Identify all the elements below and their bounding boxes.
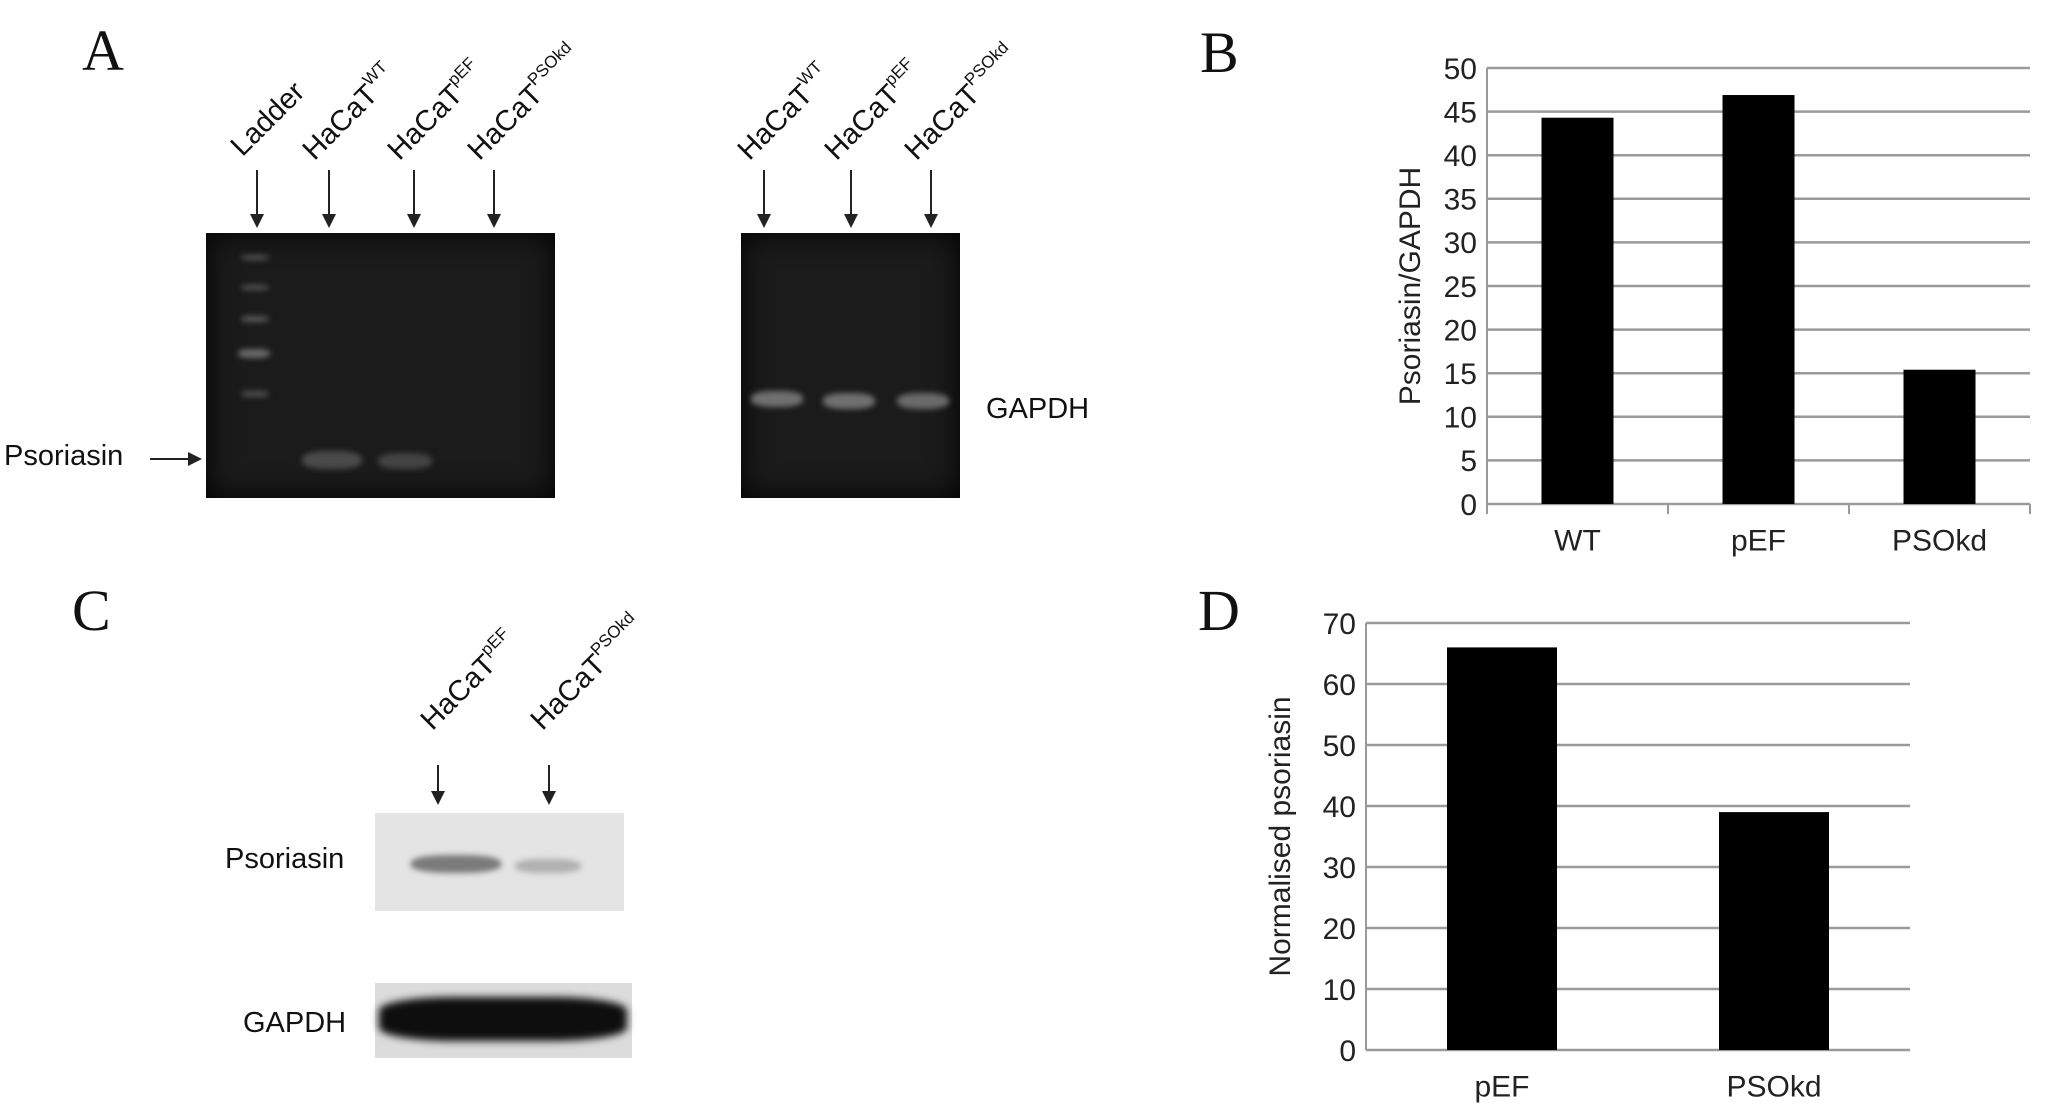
lane-arrow xyxy=(924,170,938,228)
gapdh-band-label: GAPDH xyxy=(986,393,1090,425)
pcr-gel-gapdh xyxy=(741,233,960,498)
panel-label-d: D xyxy=(1198,578,1240,643)
lane-arrow xyxy=(250,170,264,228)
psoriasin-arrow-icon xyxy=(150,458,190,460)
chart-d: 0 10 20 30 40 50 60 70 pEF PSOkd Normalised psoria… xyxy=(1264,608,1910,1104)
y-tick-label: 20 xyxy=(1444,314,1477,347)
y-tick-label: 70 xyxy=(1323,608,1356,641)
gapdh-band xyxy=(751,391,803,407)
gapdh-band xyxy=(379,997,627,1041)
psoriasin-band xyxy=(515,859,581,873)
western-blot-gapdh xyxy=(375,983,632,1058)
y-tick-label: 45 xyxy=(1444,96,1477,129)
psoriasin-arrowhead-icon xyxy=(188,452,202,466)
lane-arrow xyxy=(487,170,501,228)
y-tick-label: 50 xyxy=(1444,53,1477,86)
panel-label-a: A xyxy=(82,18,124,83)
chart-b: 0 5 10 15 20 25 30 35 40 45 50 WT pEF PSOkd Psoriasin/… xyxy=(1394,53,2031,558)
ladder-band xyxy=(241,285,269,290)
gapdh-row-label: GAPDH xyxy=(243,1007,347,1039)
ladder-band xyxy=(241,255,269,260)
panel-label-c: C xyxy=(72,578,111,643)
x-tick-label: WT xyxy=(1554,525,1601,558)
lane-arrow xyxy=(431,765,445,805)
y-tick-label: 20 xyxy=(1323,913,1356,946)
lane-arrow xyxy=(757,170,771,228)
y-tick-label: 40 xyxy=(1444,140,1477,173)
y-tick-label: 35 xyxy=(1444,184,1477,217)
bar-psokd xyxy=(1719,812,1829,1050)
panel-label-b: B xyxy=(1200,20,1239,85)
lane-arrow xyxy=(407,170,421,228)
bar-pef xyxy=(1722,95,1795,505)
y-axis-label: Psoriasin/GAPDH xyxy=(1394,167,1427,405)
y-tick-label: 15 xyxy=(1444,358,1477,391)
y-tick-label: 5 xyxy=(1460,445,1477,478)
lane-arrow xyxy=(844,170,858,228)
x-tick-label: PSOkd xyxy=(1726,1071,1821,1104)
gapdh-band xyxy=(897,393,949,409)
x-tick-label: pEF xyxy=(1731,525,1786,558)
y-tick-label: 60 xyxy=(1323,669,1356,702)
y-axis-label: Normalised psoriasin xyxy=(1264,696,1297,976)
lane-arrow xyxy=(542,765,556,805)
pcr-gel-psoriasin xyxy=(206,233,555,498)
ladder-band xyxy=(238,349,270,358)
y-tick-label: 30 xyxy=(1444,227,1477,260)
psoriasin-band xyxy=(411,855,501,873)
gapdh-band xyxy=(823,393,875,409)
y-tick-label: 40 xyxy=(1323,791,1356,824)
psoriasin-band-label: Psoriasin xyxy=(4,440,124,472)
psoriasin-row-label: Psoriasin xyxy=(225,843,345,875)
ladder-band xyxy=(241,391,269,397)
bar-psokd xyxy=(1903,369,1976,504)
lane-arrow xyxy=(322,170,336,228)
y-tick-label: 0 xyxy=(1339,1035,1356,1068)
bar-pef xyxy=(1447,647,1557,1050)
y-tick-label: 10 xyxy=(1444,402,1477,435)
y-tick-label: 50 xyxy=(1323,730,1356,763)
western-blot-psoriasin xyxy=(375,813,624,911)
bar-wt xyxy=(1541,117,1614,504)
y-tick-label: 0 xyxy=(1460,489,1477,522)
psoriasin-band xyxy=(302,451,362,469)
x-tick-label: pEF xyxy=(1474,1071,1529,1104)
y-tick-label: 25 xyxy=(1444,271,1477,304)
ladder-band xyxy=(241,316,269,322)
y-tick-label: 10 xyxy=(1323,974,1356,1007)
x-tick-label: PSOkd xyxy=(1892,525,1987,558)
psoriasin-band xyxy=(378,453,432,469)
y-tick-label: 30 xyxy=(1323,852,1356,885)
